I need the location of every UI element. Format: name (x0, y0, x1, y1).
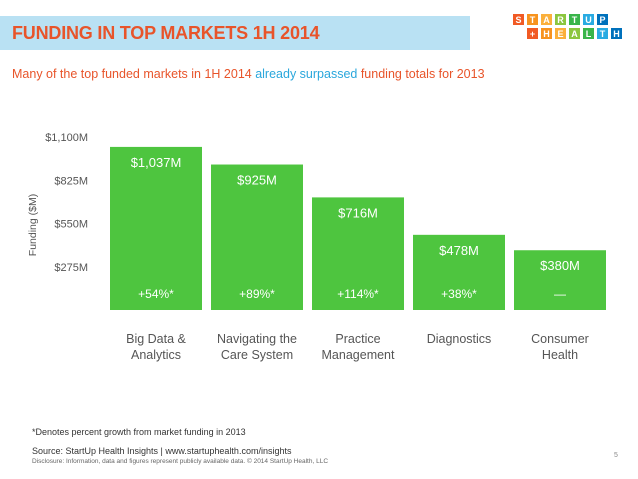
growth-label: +38%* (441, 287, 477, 301)
category-label: Analytics (131, 348, 181, 362)
disclosure-line: Disclosure: Information, data and figure… (32, 458, 329, 465)
title-bar: FUNDING IN TOP MARKETS 1H 2014 (0, 16, 470, 50)
footnote: *Denotes percent growth from market fund… (32, 427, 246, 437)
logo-letter-tile: A (541, 14, 552, 25)
category-label: Big Data & (126, 332, 186, 346)
bar (110, 146, 202, 310)
bar-value-label: $478M (439, 243, 479, 258)
bar-value-label: $716M (338, 205, 378, 220)
category-label: Diagnostics (427, 332, 492, 346)
source-line: Source: StartUp Health Insights | www.st… (32, 446, 292, 456)
page-number: 5 (614, 452, 618, 459)
logo-letter-tile: P (597, 14, 608, 25)
logo-row-health: + H E A L T H (513, 28, 622, 39)
y-tick-label: $275M (54, 262, 88, 274)
logo-letter-tile: E (555, 28, 566, 39)
category-label: Consumer (531, 332, 589, 346)
y-tick-label: $1,100M (45, 132, 88, 144)
growth-label: +54%* (138, 287, 174, 301)
logo-letter-tile: R (555, 14, 566, 25)
bar (312, 197, 404, 310)
category-label: Health (542, 348, 578, 362)
category-label: Care System (221, 348, 293, 362)
logo-letter-tile: H (611, 28, 622, 39)
subtitle-highlight: already surpassed (255, 67, 358, 81)
subtitle-part-1: Many of the top funded markets in 1H 201… (12, 67, 256, 81)
subtitle-part-3: funding totals for 2013 (357, 67, 485, 81)
logo-letter-tile: H (541, 28, 552, 39)
logo-letter-tile: T (527, 14, 538, 25)
y-tick-label: $825M (54, 175, 88, 187)
growth-label: +114%* (337, 287, 379, 301)
subtitle: Many of the top funded markets in 1H 201… (12, 67, 485, 81)
logo-letter-tile: T (597, 28, 608, 39)
category-label: Management (322, 348, 395, 362)
bar (514, 250, 606, 310)
bar-value-label: $1,037M (131, 155, 182, 170)
logo-letter-tile: S (513, 14, 524, 25)
growth-label: +89%* (239, 287, 275, 301)
logo-letter-tile: + (527, 28, 538, 39)
y-axis-title: Funding ($M) (27, 194, 39, 256)
bar (413, 234, 505, 310)
bar-value-label: $925M (237, 173, 277, 188)
growth-label: — (554, 287, 566, 301)
bar-value-label: $380M (540, 258, 580, 273)
category-label: Practice (335, 332, 380, 346)
category-label: Navigating the (217, 332, 297, 346)
logo-letter-tile: T (569, 14, 580, 25)
logo-letter-tile: A (569, 28, 580, 39)
bar (211, 164, 303, 310)
y-tick-label: $550M (54, 219, 88, 231)
page-title: FUNDING IN TOP MARKETS 1H 2014 (12, 23, 320, 43)
logo-letter-tile: L (583, 28, 594, 39)
logo-letter-tile: U (583, 14, 594, 25)
